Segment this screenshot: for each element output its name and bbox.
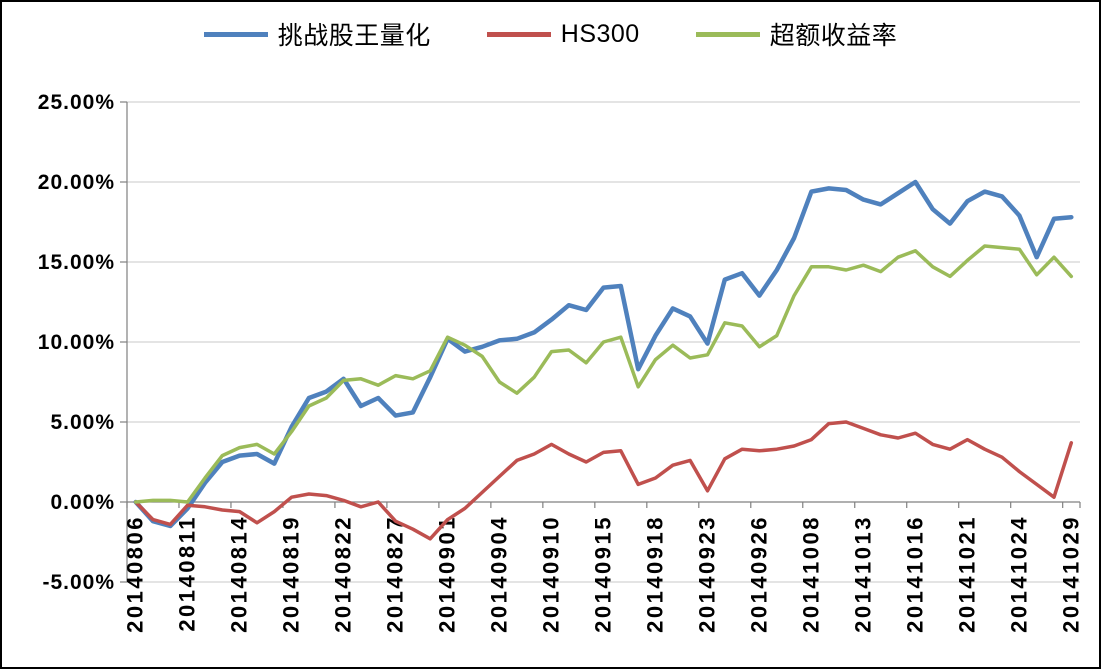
legend-item-hs300: HS300 xyxy=(486,19,640,49)
x-axis-tick-label: 20140915 xyxy=(591,515,616,633)
legend-line-swatch-quant xyxy=(203,31,268,37)
series-line-hs300 xyxy=(133,420,1074,541)
x-axis-tick-label: 20140811 xyxy=(175,515,200,632)
legend-label-quant: 挑战股王量化 xyxy=(277,22,431,50)
y-axis-tick-label: -5.00% xyxy=(42,571,115,594)
x-axis-tick-label: 20141008 xyxy=(798,515,823,633)
legend-line-swatch-excess xyxy=(695,31,760,37)
x-axis-tick-label: 20141013 xyxy=(850,515,875,633)
legend-label-hs300: HS300 xyxy=(560,19,640,48)
y-axis-tick-label: 0.00% xyxy=(50,491,115,514)
y-axis-tick-label: 5.00% xyxy=(50,411,115,434)
x-axis-tick-label: 20140806 xyxy=(123,515,148,633)
y-axis-tick-label: 15.00% xyxy=(38,251,115,274)
x-axis-tick-label: 20140822 xyxy=(331,515,356,633)
x-axis-tick-label: 20141024 xyxy=(1006,515,1031,633)
legend-line-swatch-hs300 xyxy=(486,31,551,37)
x-axis-tick-label: 20141016 xyxy=(902,515,927,633)
series-line-quant xyxy=(133,179,1074,529)
series-line-excess xyxy=(133,244,1074,504)
x-axis-tick-label: 20140819 xyxy=(279,515,304,633)
legend-label-excess: 超额收益率 xyxy=(769,22,898,50)
x-axis-tick-label: 20141021 xyxy=(954,515,979,633)
y-axis-tick-label: 20.00% xyxy=(38,171,115,194)
x-axis-tick-label: 20140814 xyxy=(227,515,252,633)
legend-item-excess: 超额收益率 xyxy=(695,16,898,52)
x-axis-tick-label: 20140827 xyxy=(383,515,408,633)
x-axis-tick-label: 20140923 xyxy=(694,515,719,633)
x-axis-tick-label: 20140918 xyxy=(642,515,667,633)
x-axis-tick-label: 20141029 xyxy=(1058,515,1083,633)
y-axis-tick-label: 25.00% xyxy=(38,91,115,114)
chart-legend: 挑战股王量化 HS300 超额收益率 xyxy=(2,16,1099,52)
x-axis-tick-label: 20140901 xyxy=(435,515,460,633)
legend-item-quant: 挑战股王量化 xyxy=(203,16,431,52)
x-axis-tick-label: 20140904 xyxy=(487,515,512,633)
x-axis-tick-label: 20140926 xyxy=(746,515,771,633)
y-axis-tick-label: 10.00% xyxy=(38,331,115,354)
x-axis-tick-label: 20140910 xyxy=(539,515,564,633)
